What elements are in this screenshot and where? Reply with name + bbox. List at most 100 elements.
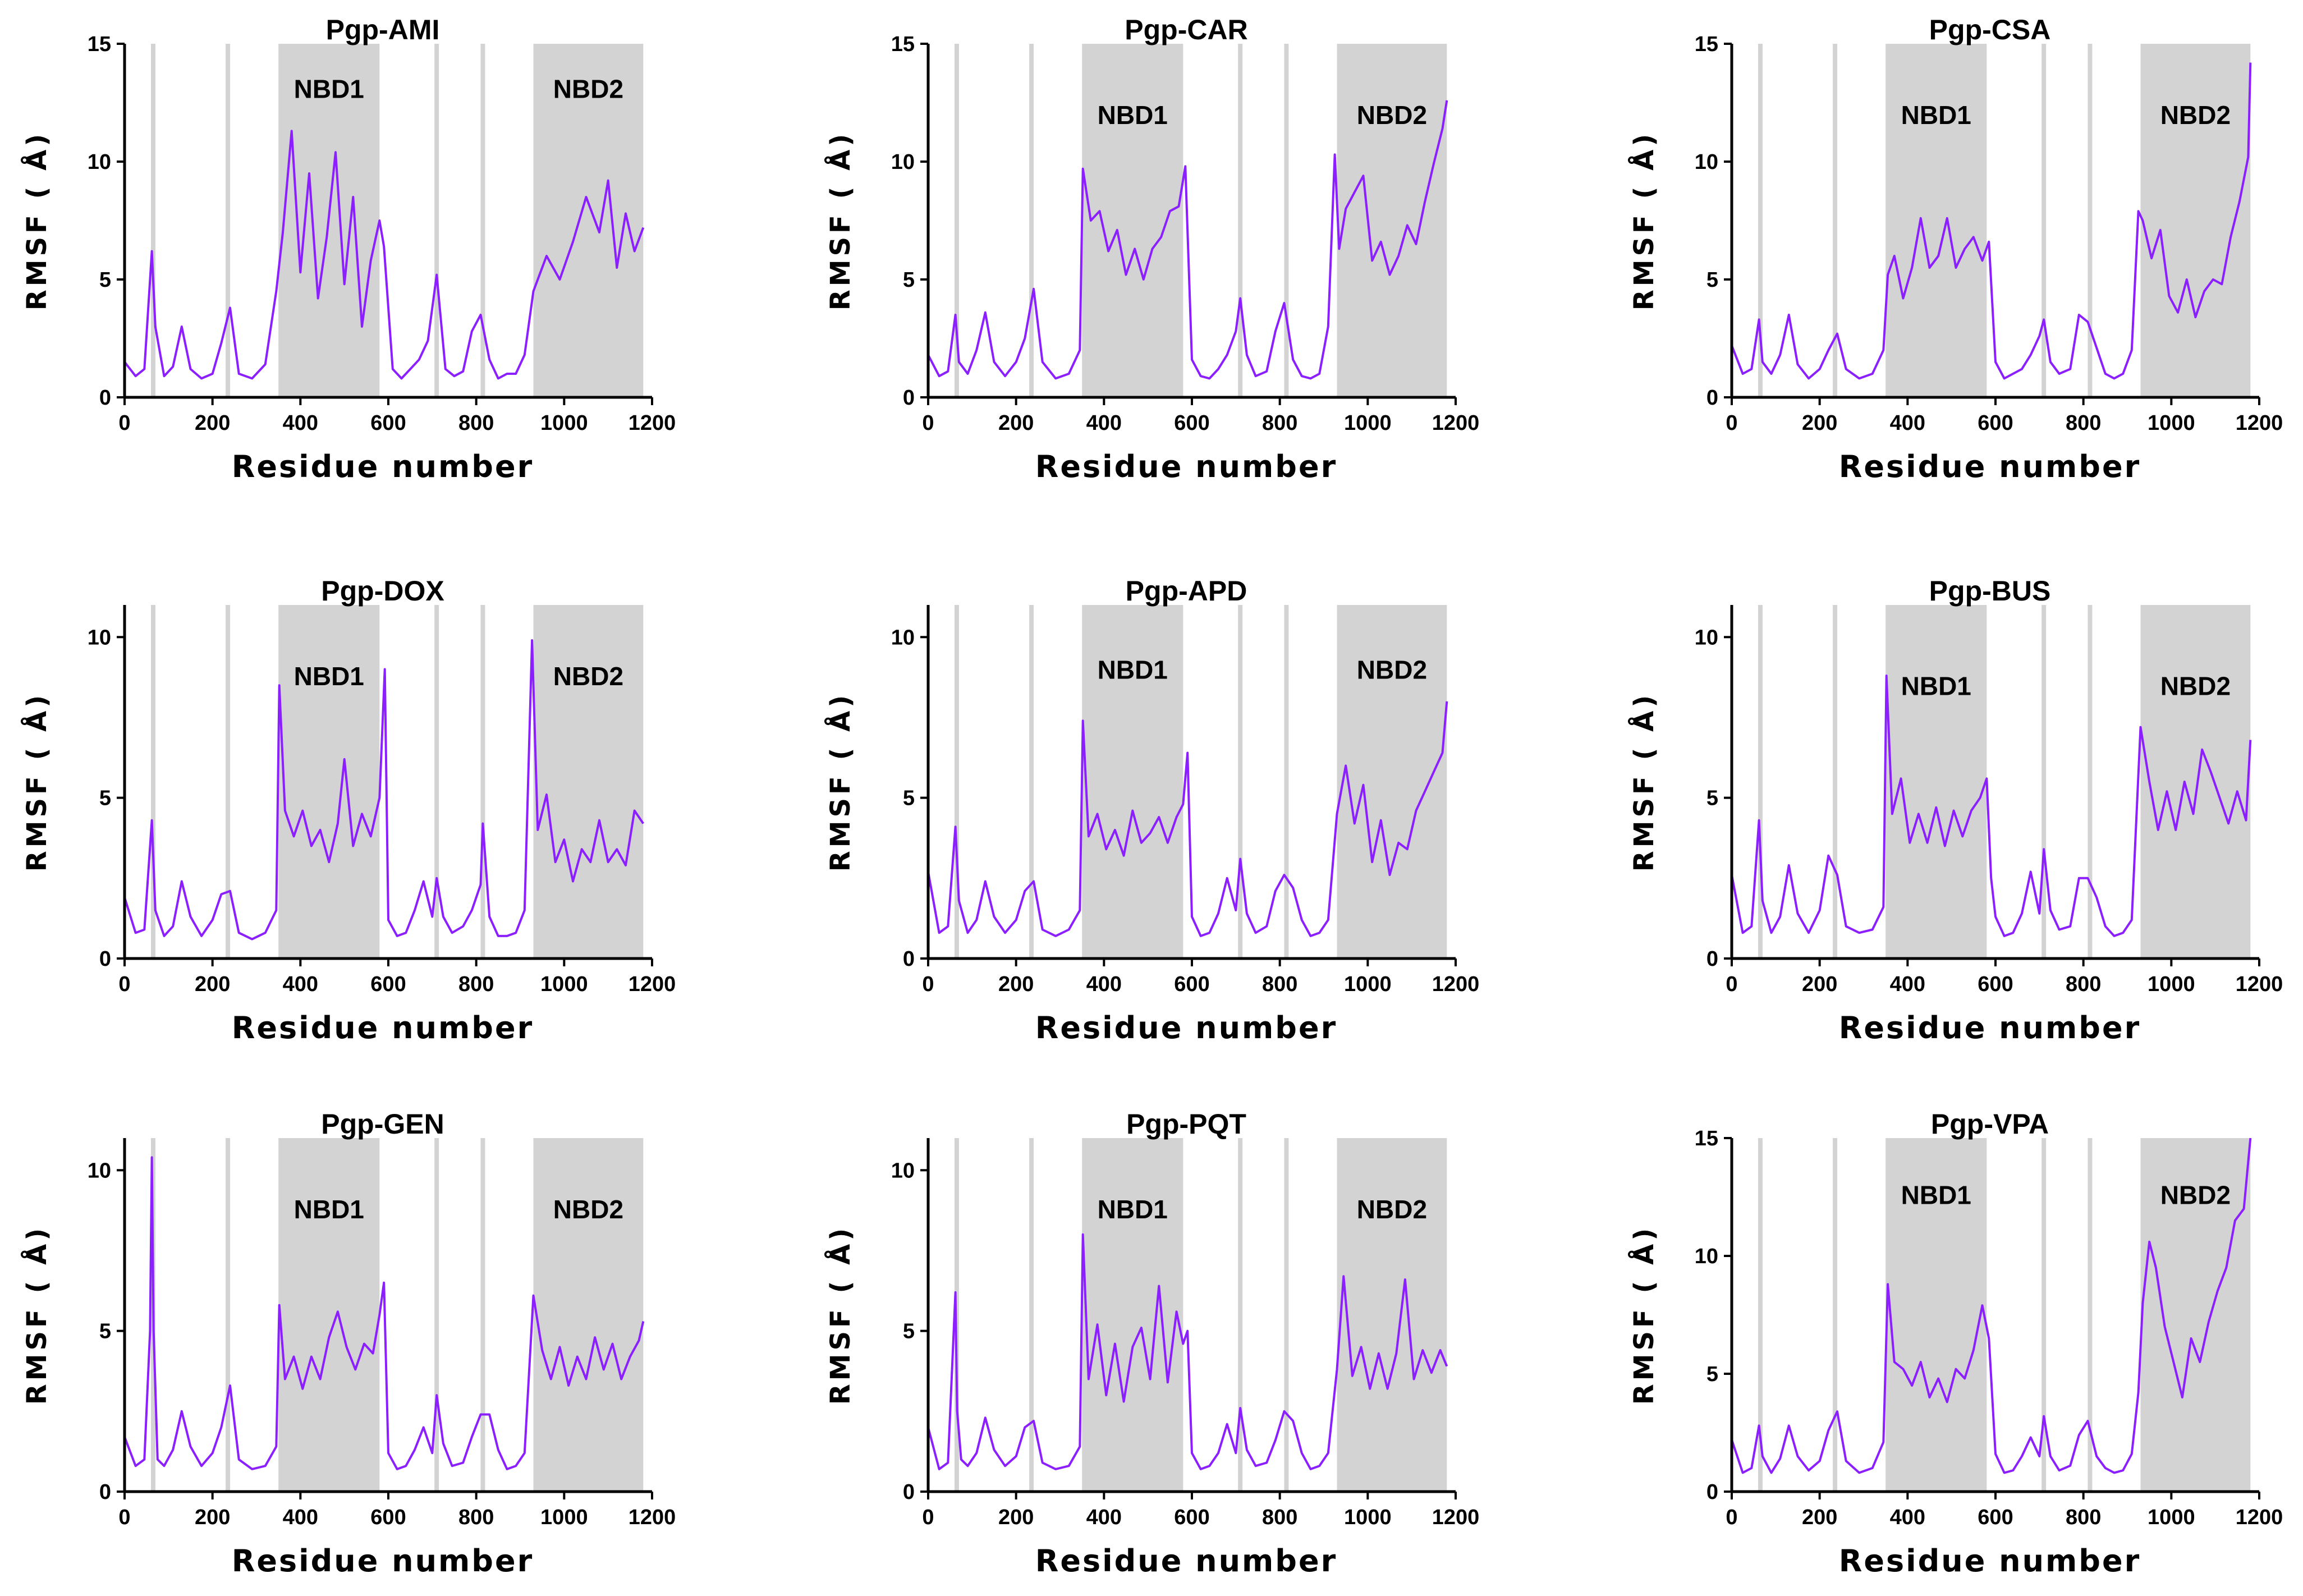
x-tick-label: 600: [370, 1506, 406, 1529]
x-tick-label: 800: [2066, 973, 2101, 996]
x-tick-label: 400: [1086, 973, 1122, 996]
y-axis-label: RMSF ( Å): [824, 131, 856, 311]
y-axis-label: RMSF ( Å): [1628, 1225, 1660, 1405]
x-tick-label: 200: [998, 411, 1034, 435]
marker-line: [434, 605, 439, 958]
x-tick-label: 800: [2066, 411, 2101, 435]
marker-line: [1238, 605, 1243, 958]
region-label-nbd2: NBD2: [1357, 100, 1427, 130]
chart-title: Pgp-BUS: [1929, 575, 2051, 607]
x-tick-label: 1200: [2236, 411, 2283, 435]
x-tick-label: 400: [1890, 411, 1925, 435]
marker-line: [1833, 44, 1838, 397]
rmsf-series-line: [1731, 1138, 2252, 1474]
marker-line: [226, 44, 231, 397]
region-band-nbd1: [278, 605, 380, 958]
marker-line: [226, 605, 231, 958]
x-tick-label: 1000: [2148, 973, 2195, 996]
x-tick-label: 1200: [628, 973, 676, 996]
x-tick-label: 1200: [628, 411, 676, 435]
x-tick-label: 0: [118, 411, 130, 435]
x-tick-label: 600: [1174, 411, 1209, 435]
x-tick-label: 400: [1890, 1506, 1925, 1529]
y-axis-label: RMSF ( Å): [21, 692, 53, 872]
marker-line: [1284, 44, 1289, 397]
y-axis-label: RMSF ( Å): [21, 131, 53, 311]
chart-title: Pgp-GEN: [321, 1108, 444, 1140]
x-tick-label: 0: [118, 1506, 130, 1529]
x-axis-label: Residue number: [1839, 449, 2141, 484]
y-tick-label: 10: [1695, 626, 1718, 649]
x-tick-label: 400: [1086, 411, 1122, 435]
x-tick-label: 0: [922, 411, 934, 435]
x-axis-label: Residue number: [1839, 1010, 2141, 1045]
x-tick-label: 400: [283, 1506, 318, 1529]
region-band-nbd2: [2140, 44, 2251, 397]
marker-line: [1238, 1138, 1243, 1492]
y-tick-label: 10: [891, 150, 915, 174]
y-tick-label: 15: [88, 33, 111, 56]
x-tick-label: 800: [458, 973, 494, 996]
x-tick-label: 200: [195, 1506, 230, 1529]
rmsf-series-line: [123, 130, 645, 380]
region-band-nbd1: [1082, 1138, 1183, 1492]
x-tick-label: 600: [370, 973, 406, 996]
y-tick-label: 10: [1695, 1245, 1718, 1268]
region-label-nbd1: NBD1: [294, 662, 364, 691]
x-tick-label: 200: [1802, 1506, 1837, 1529]
chart-panel-pgp-car: NBD1 NBD2 0 200 400 600 800 1000 1200 0 5 10 15 Pgp-C…: [824, 14, 1479, 484]
y-tick-label: 15: [891, 33, 915, 56]
chart-title: Pgp-APD: [1126, 575, 1247, 607]
marker-line: [480, 605, 485, 958]
region-band-nbd1: [1082, 44, 1183, 397]
x-tick-label: 0: [118, 973, 130, 996]
x-tick-label: 800: [1262, 1506, 1297, 1529]
x-tick-label: 0: [1726, 973, 1737, 996]
chart-title: Pgp-CAR: [1125, 14, 1247, 45]
region-label-nbd1: NBD1: [1098, 100, 1168, 130]
y-tick-label: 10: [1695, 150, 1718, 174]
chart-panel-pgp-vpa: NBD1 NBD2 0 200 400 600 800 1000 1200 0 5 10 15 Pgp-V…: [1628, 1108, 2283, 1579]
x-tick-label: 1200: [2236, 973, 2283, 996]
y-tick-label: 0: [903, 1480, 915, 1504]
y-tick-label: 0: [99, 1480, 111, 1504]
x-axis-label: Residue number: [232, 1543, 534, 1579]
marker-line: [1758, 1138, 1763, 1492]
x-tick-label: 200: [1802, 411, 1837, 435]
x-axis-label: Residue number: [232, 449, 534, 484]
x-tick-label: 1000: [1344, 1506, 1392, 1529]
region-label-nbd1: NBD1: [1901, 1181, 1971, 1210]
chart-panel-pgp-dox: NBD1 NBD2 0 200 400 600 800 1000 1200 0 5 10 Pgp-DOX…: [21, 575, 676, 1045]
x-axis-label: Residue number: [232, 1010, 534, 1045]
chart-panel-pgp-ami: NBD1 NBD2 0 200 400 600 800 1000 1200 0 5 10 15 Pgp-A…: [21, 14, 676, 484]
chart-title: Pgp-VPA: [1931, 1108, 2049, 1140]
region-label-nbd1: NBD1: [294, 75, 364, 104]
x-tick-label: 400: [283, 411, 318, 435]
x-tick-label: 400: [1086, 1506, 1122, 1529]
y-axis-label: RMSF ( Å): [824, 692, 856, 872]
rmsf-series-line: [927, 701, 1448, 937]
marker-line: [1238, 44, 1243, 397]
y-tick-label: 5: [903, 1320, 915, 1343]
chart-panel-pgp-apd: NBD1 NBD2 0 200 400 600 800 1000 1200 0 5 10 Pgp-APD…: [824, 575, 1479, 1045]
y-tick-label: 15: [1695, 1127, 1718, 1150]
x-tick-label: 1000: [540, 1506, 588, 1529]
y-axis-label: RMSF ( Å): [1628, 692, 1660, 872]
rmsf-series-line: [123, 639, 644, 941]
chart-panel-pgp-pqt: NBD1 NBD2 0 200 400 600 800 1000 1200 0 5 10 Pgp-PQT…: [824, 1108, 1479, 1579]
y-tick-label: 15: [1695, 33, 1718, 56]
region-band-nbd1: [278, 1138, 380, 1492]
x-tick-label: 800: [1262, 973, 1297, 996]
region-band-nbd2: [1337, 44, 1447, 397]
region-label-nbd2: NBD2: [2160, 671, 2231, 700]
chart-title: Pgp-CSA: [1929, 14, 2051, 45]
chart-title: Pgp-PQT: [1126, 1108, 1246, 1140]
marker-line: [2088, 44, 2093, 397]
x-tick-label: 1200: [1432, 973, 1480, 996]
x-tick-label: 0: [1726, 1506, 1737, 1529]
y-tick-label: 5: [99, 1320, 111, 1343]
x-tick-label: 1000: [540, 411, 588, 435]
region-label-nbd2: NBD2: [1357, 1195, 1427, 1224]
marker-line: [1833, 605, 1838, 958]
marker-line: [1758, 605, 1763, 958]
